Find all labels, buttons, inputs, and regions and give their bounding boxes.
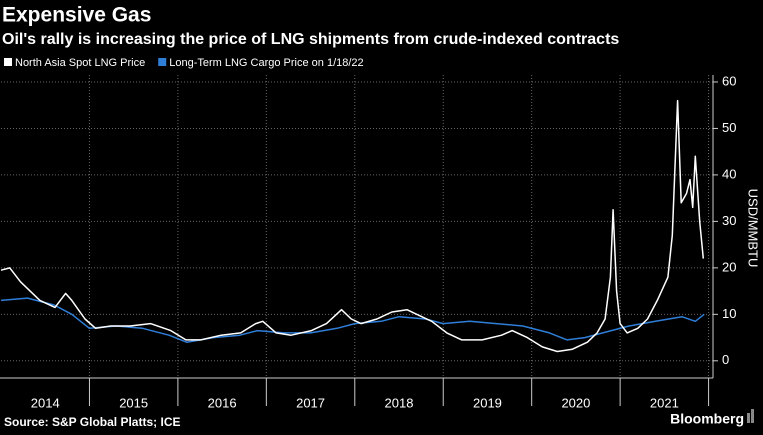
x-tick-label: 2021 (650, 395, 679, 410)
x-tick-label: 2017 (296, 395, 325, 410)
y-tick-label: 60 (722, 73, 736, 88)
y-tick-label: 0 (722, 352, 729, 367)
legend-swatch (158, 58, 167, 66)
legend-label: North Asia Spot LNG Price (15, 57, 145, 69)
brand: Bloomberg (670, 411, 744, 427)
chart-title: Expensive Gas (2, 4, 151, 27)
legend-label: Long-Term LNG Cargo Price on 1/18/22 (169, 57, 363, 69)
y-tick-label: 10 (722, 306, 736, 321)
x-tick-label: 2016 (208, 395, 237, 410)
y-axis-label: USD/MMBTU (746, 189, 761, 268)
x-tick-label: 2019 (473, 395, 502, 410)
source: Source: S&P Global Platts; ICE (4, 415, 180, 429)
x-tick-label: 2014 (31, 395, 60, 410)
y-tick-label: 20 (722, 259, 736, 274)
legend-swatch (4, 58, 12, 66)
series-line (0, 99, 705, 353)
x-tick-label: 2015 (119, 395, 148, 410)
x-tick-label: 2020 (561, 395, 590, 410)
y-tick-label: 30 (722, 213, 736, 228)
brand-icon (751, 409, 754, 423)
y-tick-label: 40 (722, 166, 736, 181)
y-tick-label: 50 (722, 120, 736, 135)
chart-subtitle: Oil's rally is increasing the price of L… (2, 31, 619, 48)
brand-icon (747, 413, 750, 423)
x-tick-label: 2018 (385, 395, 414, 410)
